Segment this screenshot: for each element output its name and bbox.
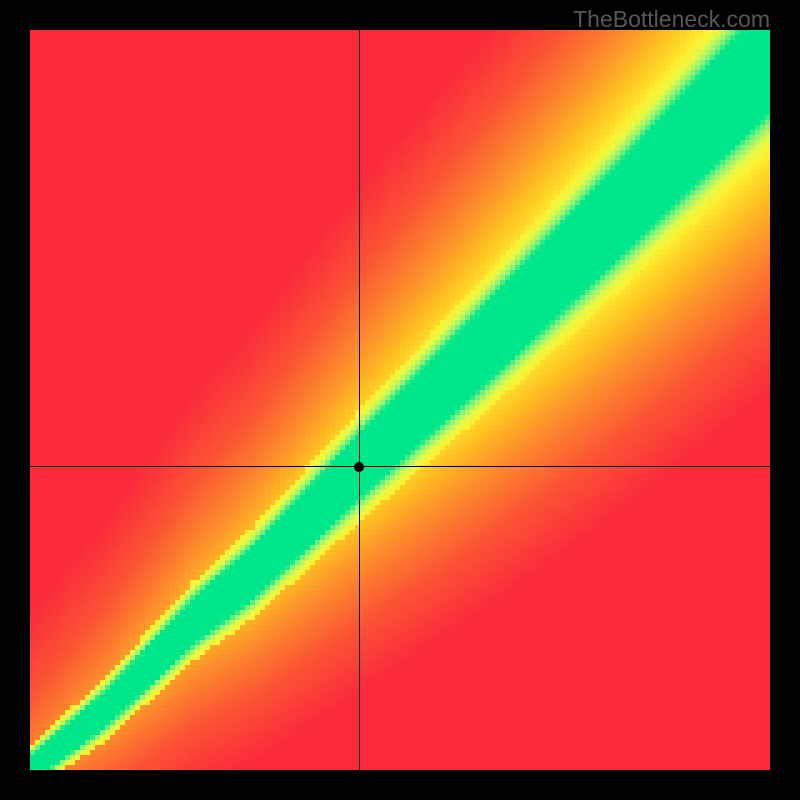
bottleneck-heatmap <box>30 30 770 770</box>
crosshair-horizontal <box>30 466 770 467</box>
watermark-text: TheBottleneck.com <box>573 6 770 33</box>
chart-container: TheBottleneck.com <box>0 0 800 800</box>
crosshair-dot <box>354 462 364 472</box>
crosshair-vertical <box>359 30 360 770</box>
